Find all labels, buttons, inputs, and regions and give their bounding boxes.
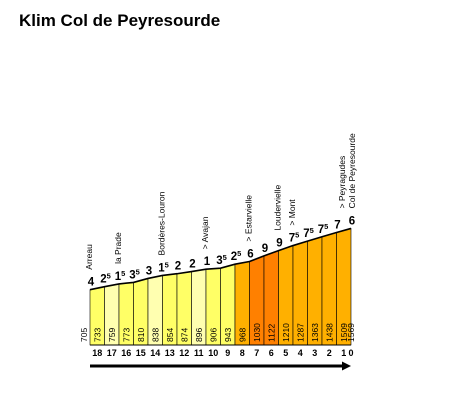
gradient-value: 9 [276, 238, 282, 250]
gradient-label: 2 [189, 259, 195, 271]
place-label: > Peyragudes [337, 156, 347, 209]
altitude-label: 759 [107, 328, 117, 342]
altitude-label: 1287 [295, 323, 305, 342]
place-label: > Estarvielle [244, 195, 254, 242]
altitude-label: 896 [194, 328, 204, 342]
gradient-value: 9 [262, 243, 268, 255]
altitude-label: 810 [136, 328, 146, 342]
gradient-decimal: 5 [107, 272, 111, 281]
km-tick-label: 3 [312, 348, 317, 358]
km-tick-label: 15 [136, 348, 146, 358]
gradient-label: 75 [289, 231, 300, 245]
gradient-value: 2 [231, 251, 237, 263]
direction-arrow-head [342, 361, 351, 371]
altitude-label: 838 [150, 328, 160, 342]
place-label: Col de Peyresourde [347, 133, 357, 208]
km-tick-label: 8 [240, 348, 245, 358]
place-label: Bordères-Louron [157, 191, 167, 255]
gradient-label: 75 [318, 222, 329, 236]
gradient-decimal: 5 [223, 253, 227, 262]
gradient-label: 25 [231, 249, 242, 263]
gradient-value: 7 [289, 233, 295, 245]
km-tick-label: 1 [341, 348, 346, 358]
gradient-value: 3 [129, 269, 135, 281]
altitude-label: 1122 [266, 323, 276, 342]
place-label: Loudervielle [273, 184, 283, 230]
altitude-label: 1210 [281, 323, 291, 342]
gradient-label: 2 [175, 261, 181, 273]
altitude-label: 1030 [252, 323, 262, 342]
gradient-value: 1 [115, 271, 122, 283]
gradient-label: 15 [158, 260, 169, 274]
gradient-label: 4 [88, 277, 95, 289]
altitude-label: 1509 [339, 323, 349, 342]
gradient-label: 3 [146, 265, 152, 277]
gradient-decimal: 5 [165, 260, 169, 269]
altitude-label: 906 [208, 328, 218, 342]
gradient-value: 1 [158, 262, 165, 274]
place-label: la Prade [113, 232, 123, 264]
altitude-label: 705 [79, 328, 89, 342]
gradient-value: 2 [189, 259, 195, 271]
gradient-decimal: 5 [121, 269, 125, 278]
gradient-label: 75 [303, 226, 314, 240]
gradient-label: 9 [262, 243, 268, 255]
altitude-label: 854 [165, 328, 175, 342]
gradient-decimal: 5 [295, 231, 299, 240]
gradient-label: 35 [216, 253, 227, 267]
km-tick-label: 13 [165, 348, 175, 358]
profile-line [89, 227, 352, 291]
gradient-value: 7 [318, 224, 324, 236]
gradient-decimal: 5 [136, 267, 140, 276]
km-tick-label: 5 [283, 348, 288, 358]
altitude-label: 874 [179, 328, 189, 342]
altitude-label: 773 [121, 328, 131, 342]
place-label: > Mont [287, 199, 297, 226]
km-tick-label: 4 [298, 348, 303, 358]
altitude-label: 1438 [324, 323, 334, 342]
gradient-value: 4 [88, 277, 95, 289]
km-tick-label: 7 [254, 348, 259, 358]
altitude-label: 1569 [346, 323, 356, 342]
gradient-value: 2 [100, 274, 106, 286]
km-tick-label: 16 [121, 348, 131, 358]
km-tick-label: 10 [208, 348, 218, 358]
km-tick-label: 12 [179, 348, 189, 358]
altitude-label: 1363 [310, 323, 320, 342]
place-label: Arreau [84, 244, 94, 270]
altitude-label: 733 [92, 328, 102, 342]
gradient-value: 3 [146, 265, 152, 277]
km-tick-label: 18 [92, 348, 102, 358]
altitude-label: 968 [237, 328, 247, 342]
gradient-value: 2 [175, 261, 181, 273]
gradient-value: 6 [247, 249, 253, 261]
altitude-label: 943 [223, 328, 233, 342]
gradient-value: 3 [216, 255, 222, 267]
km-tick-label: 9 [225, 348, 230, 358]
gradient-label: 25 [100, 272, 111, 286]
gradient-label: 1 [204, 256, 211, 268]
km-tick-label: 6 [269, 348, 274, 358]
gradient-label: 9 [276, 238, 282, 250]
km-tick-label: 0 [348, 348, 353, 358]
gradient-decimal: 5 [324, 222, 328, 231]
gradient-label: 15 [115, 269, 126, 283]
gradient-label: 35 [129, 267, 140, 281]
gradient-decimal: 5 [237, 249, 241, 258]
gradient-value: 6 [349, 215, 355, 227]
km-tick-label: 11 [194, 348, 204, 358]
place-label: > Avajan [200, 216, 210, 249]
km-tick-label: 14 [150, 348, 160, 358]
gradient-value: 1 [204, 256, 211, 268]
gradient-label: 7 [334, 219, 340, 231]
km-tick-label: 17 [107, 348, 117, 358]
gradient-value: 7 [334, 219, 340, 231]
gradient-decimal: 5 [310, 226, 314, 235]
km-tick-label: 2 [327, 348, 332, 358]
gradient-value: 7 [303, 228, 309, 240]
gradient-label: 6 [247, 249, 253, 261]
chart-title: Klim Col de Peyresourde [19, 11, 221, 30]
gradient-label: 6 [349, 215, 355, 227]
